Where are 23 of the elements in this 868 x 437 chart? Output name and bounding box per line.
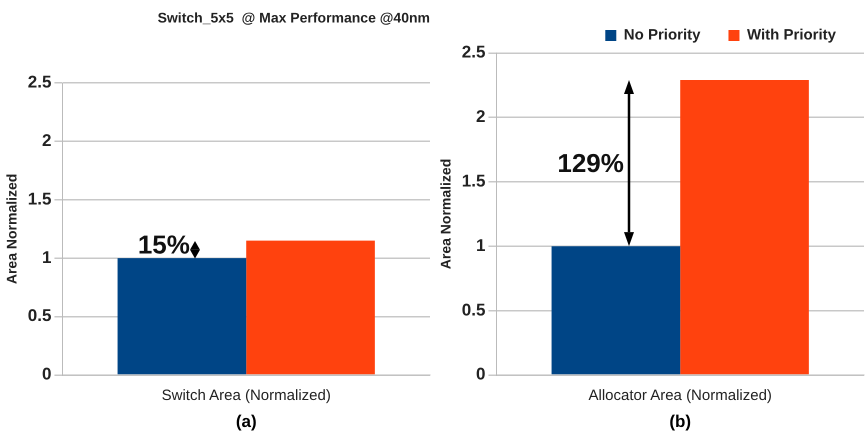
y-tick-label: 1: [42, 248, 52, 267]
y-tick-label: 1: [476, 236, 486, 255]
y-tick-label: 2.5: [462, 42, 486, 62]
x-tick-label: Allocator Area (Normalized): [588, 387, 772, 404]
y-axis-title: Area Normalized: [437, 158, 454, 270]
y-tick-label: 0: [476, 364, 486, 384]
annotation: 129%: [557, 148, 624, 178]
text: (a): [236, 412, 257, 432]
y-tick-label: 2.5: [28, 72, 52, 92]
y-tick-label: 0.5: [462, 300, 486, 320]
legend-label: With Priority: [746, 26, 837, 44]
y-tick-label: 0.5: [28, 306, 52, 326]
y-tick-label: 2: [42, 130, 52, 150]
legend-label: No Priority: [624, 26, 702, 44]
x-tick-label: Switch Area (Normalized): [162, 387, 331, 404]
text: (b): [669, 412, 692, 432]
y-axis-title: Area Normalized: [3, 174, 20, 284]
chart-title: Switch_5x5 @ Max Performance @40nm: [158, 9, 430, 26]
annotation: 15%: [138, 230, 190, 260]
y-tick-label: 2: [476, 107, 486, 126]
y-tick-label: 0: [42, 364, 52, 384]
y-tick-label: 1.5: [462, 171, 486, 190]
y-tick-label: 1.5: [28, 189, 52, 208]
